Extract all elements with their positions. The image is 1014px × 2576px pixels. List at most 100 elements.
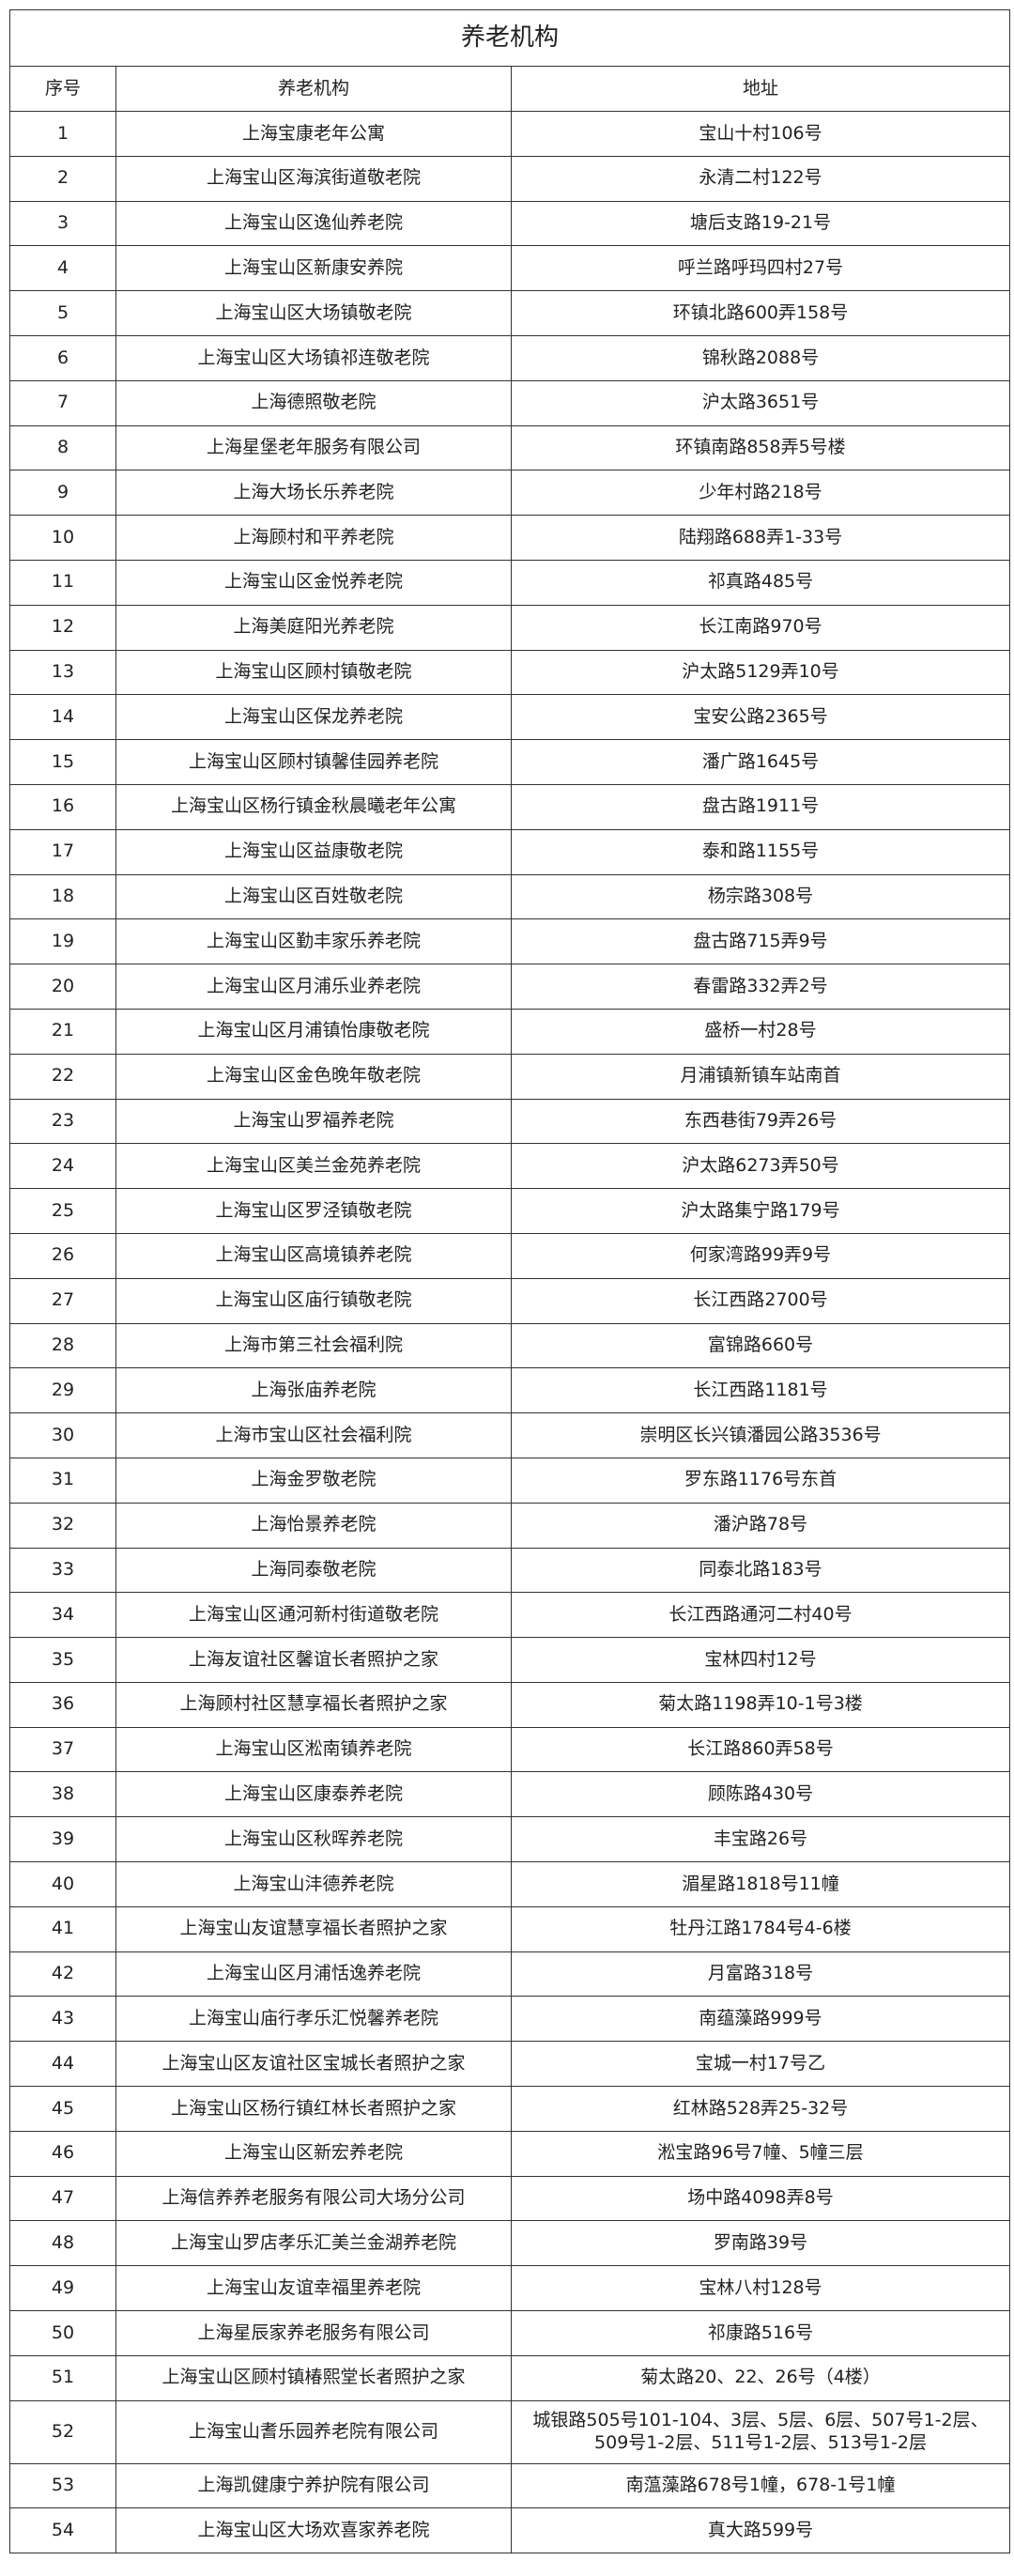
table-row: 15 上海宝山区顾村镇馨佳园养老院 潘广路1645号 xyxy=(9,739,1011,785)
cell-address: 祁康路516号 xyxy=(510,2310,1011,2356)
cell-institution-name: 上海同泰敬老院 xyxy=(115,1547,512,1594)
cell-address: 少年村路218号 xyxy=(510,470,1011,517)
table-row: 7 上海德照敬老院 沪太路3651号 xyxy=(9,379,1011,426)
cell-index: 21 xyxy=(9,1008,116,1055)
table-row: 13 上海宝山区顾村镇敬老院 沪太路5129弄10号 xyxy=(9,649,1011,696)
table-row: 12 上海美庭阳光养老院 长江南路970号 xyxy=(9,604,1011,651)
cell-address: 呼兰路呼玛四村27号 xyxy=(510,245,1011,292)
cell-address: 宝林八村128号 xyxy=(510,2265,1011,2312)
cell-address: 沪太路6273弄50号 xyxy=(510,1143,1011,1190)
cell-index: 47 xyxy=(9,2175,116,2222)
cell-index: 23 xyxy=(9,1098,116,1145)
cell-institution-name: 上海宝康老年公寓 xyxy=(115,111,512,157)
cell-institution-name: 上海宝山区顾村镇椿熙堂长者照护之家 xyxy=(115,2354,512,2401)
cell-index: 53 xyxy=(9,2462,116,2509)
table-row: 5 上海宝山区大场镇敬老院 环镇北路600弄158号 xyxy=(9,290,1011,336)
cell-index: 24 xyxy=(9,1143,116,1190)
cell-institution-name: 上海宝山区百姓敬老院 xyxy=(115,873,512,920)
cell-institution-name: 上海宝山区高境镇养老院 xyxy=(115,1232,512,1279)
cell-index: 32 xyxy=(9,1502,116,1549)
table-row: 38 上海宝山区康泰养老院 顾陈路430号 xyxy=(9,1771,1011,1818)
column-header-index: 序号 xyxy=(9,66,116,112)
cell-institution-name: 上海宝山区淞南镇养老院 xyxy=(115,1726,512,1773)
cell-index: 8 xyxy=(9,424,116,471)
cell-address: 塘后支路19-21号 xyxy=(510,200,1011,247)
cell-institution-name: 上海宝山罗店孝乐汇美兰金湖养老院 xyxy=(115,2220,512,2267)
cell-institution-name: 上海宝山罗福养老院 xyxy=(115,1098,512,1145)
table-header-row: 序号 养老机构 地址 xyxy=(9,66,1011,112)
table-row: 27 上海宝山区庙行镇敬老院 长江西路2700号 xyxy=(9,1277,1011,1324)
cell-institution-name: 上海宝山区金悦养老院 xyxy=(115,559,512,606)
cell-index: 49 xyxy=(9,2265,116,2312)
table-row: 36 上海顾村社区慧享福长者照护之家 菊太路1198弄10-1号3楼 xyxy=(9,1681,1011,1728)
table-row: 50 上海星辰家养老服务有限公司 祁康路516号 xyxy=(9,2310,1011,2356)
table-row: 32 上海怡景养老院 潘沪路78号 xyxy=(9,1502,1011,1549)
cell-institution-name: 上海宝山区月浦镇怡康敬老院 xyxy=(115,1008,512,1055)
cell-index: 30 xyxy=(9,1412,116,1458)
table-row: 1 上海宝康老年公寓 宝山十村106号 xyxy=(9,111,1011,157)
cell-address: 长江西路1181号 xyxy=(510,1367,1011,1414)
cell-address: 沪太路3651号 xyxy=(510,379,1011,426)
cell-institution-name: 上海宝山区秋晖养老院 xyxy=(115,1816,512,1863)
table-row: 18 上海宝山区百姓敬老院 杨宗路308号 xyxy=(9,873,1011,920)
table-row: 11 上海宝山区金悦养老院 祁真路485号 xyxy=(9,559,1011,606)
cell-institution-name: 上海宝山区大场镇敬老院 xyxy=(115,290,512,336)
cell-index: 34 xyxy=(9,1592,116,1639)
cell-institution-name: 上海宝山区通河新村街道敬老院 xyxy=(115,1592,512,1639)
cell-address: 宝城一村17号乙 xyxy=(510,2041,1011,2088)
cell-institution-name: 上海宝山庙行孝乐汇悦馨养老院 xyxy=(115,1996,512,2043)
cell-address: 月浦镇新镇车站南首 xyxy=(510,1053,1011,1100)
cell-address: 场中路4098弄8号 xyxy=(510,2175,1011,2222)
table-row: 14 上海宝山区保龙养老院 宝安公路2365号 xyxy=(9,694,1011,741)
table-row: 39 上海宝山区秋晖养老院 丰宝路26号 xyxy=(9,1816,1011,1863)
cell-institution-name: 上海怡景养老院 xyxy=(115,1502,512,1549)
cell-index: 33 xyxy=(9,1547,116,1594)
table-row: 20 上海宝山区月浦乐业养老院 春雷路332弄2号 xyxy=(9,964,1011,1010)
cell-index: 3 xyxy=(9,200,116,247)
cell-address: 湄星路1818号11幢 xyxy=(510,1861,1011,1907)
cell-index: 17 xyxy=(9,828,116,875)
cell-institution-name: 上海市宝山区社会福利院 xyxy=(115,1412,512,1458)
cell-institution-name: 上海宝山区保龙养老院 xyxy=(115,694,512,741)
cell-index: 7 xyxy=(9,379,116,426)
cell-institution-name: 上海宝山友谊慧享福长者照护之家 xyxy=(115,1905,512,1952)
cell-index: 52 xyxy=(9,2399,116,2464)
table-row: 44 上海宝山区友谊社区宝城长者照护之家 宝城一村17号乙 xyxy=(9,2041,1011,2088)
table-row: 16 上海宝山区杨行镇金秋晨曦老年公寓 盘古路1911号 xyxy=(9,783,1011,830)
cell-address: 长江西路2700号 xyxy=(510,1277,1011,1324)
cell-institution-name: 上海宝山区新康安养院 xyxy=(115,245,512,292)
cell-institution-name: 上海顾村和平养老院 xyxy=(115,515,512,561)
cell-index: 10 xyxy=(9,515,116,561)
cell-index: 20 xyxy=(9,964,116,1010)
cell-address: 真大路599号 xyxy=(510,2507,1011,2554)
cell-address: 同泰北路183号 xyxy=(510,1547,1011,1594)
cell-index: 18 xyxy=(9,873,116,920)
cell-institution-name: 上海宝山区勤丰家乐养老院 xyxy=(115,918,512,965)
cell-index: 31 xyxy=(9,1457,116,1504)
cell-index: 19 xyxy=(9,918,116,965)
table-row: 25 上海宝山区罗泾镇敬老院 沪太路集宁路179号 xyxy=(9,1188,1011,1234)
cell-address: 环镇北路600弄158号 xyxy=(510,290,1011,336)
cell-address: 东西巷街79弄26号 xyxy=(510,1098,1011,1145)
cell-institution-name: 上海宝山区金色晚年敬老院 xyxy=(115,1053,512,1100)
cell-address: 潘广路1645号 xyxy=(510,739,1011,785)
cell-index: 45 xyxy=(9,2086,116,2132)
cell-address: 宝安公路2365号 xyxy=(510,694,1011,741)
cell-index: 54 xyxy=(9,2507,116,2554)
cell-institution-name: 上海宝山友谊幸福里养老院 xyxy=(115,2265,512,2312)
cell-index: 50 xyxy=(9,2310,116,2356)
cell-index: 13 xyxy=(9,649,116,696)
cell-address: 潘沪路78号 xyxy=(510,1502,1011,1549)
cell-institution-name: 上海信养养老服务有限公司大场分公司 xyxy=(115,2175,512,2222)
table-row: 45 上海宝山区杨行镇红林长者照护之家 红林路528弄25-32号 xyxy=(9,2086,1011,2132)
cell-index: 15 xyxy=(9,739,116,785)
table-row: 41 上海宝山友谊慧享福长者照护之家 牡丹江路1784号4-6楼 xyxy=(9,1905,1011,1952)
cell-index: 27 xyxy=(9,1277,116,1324)
cell-index: 4 xyxy=(9,245,116,292)
table-row: 35 上海友谊社区馨谊长者照护之家 宝林四村12号 xyxy=(9,1637,1011,1683)
cell-institution-name: 上海宝山区海滨街道敬老院 xyxy=(115,155,512,202)
cell-index: 35 xyxy=(9,1637,116,1683)
table-row: 42 上海宝山区月浦恬逸养老院 月富路318号 xyxy=(9,1951,1011,1998)
column-header-name: 养老机构 xyxy=(115,66,512,112)
table-row: 43 上海宝山庙行孝乐汇悦馨养老院 南蕴藻路999号 xyxy=(9,1996,1011,2043)
